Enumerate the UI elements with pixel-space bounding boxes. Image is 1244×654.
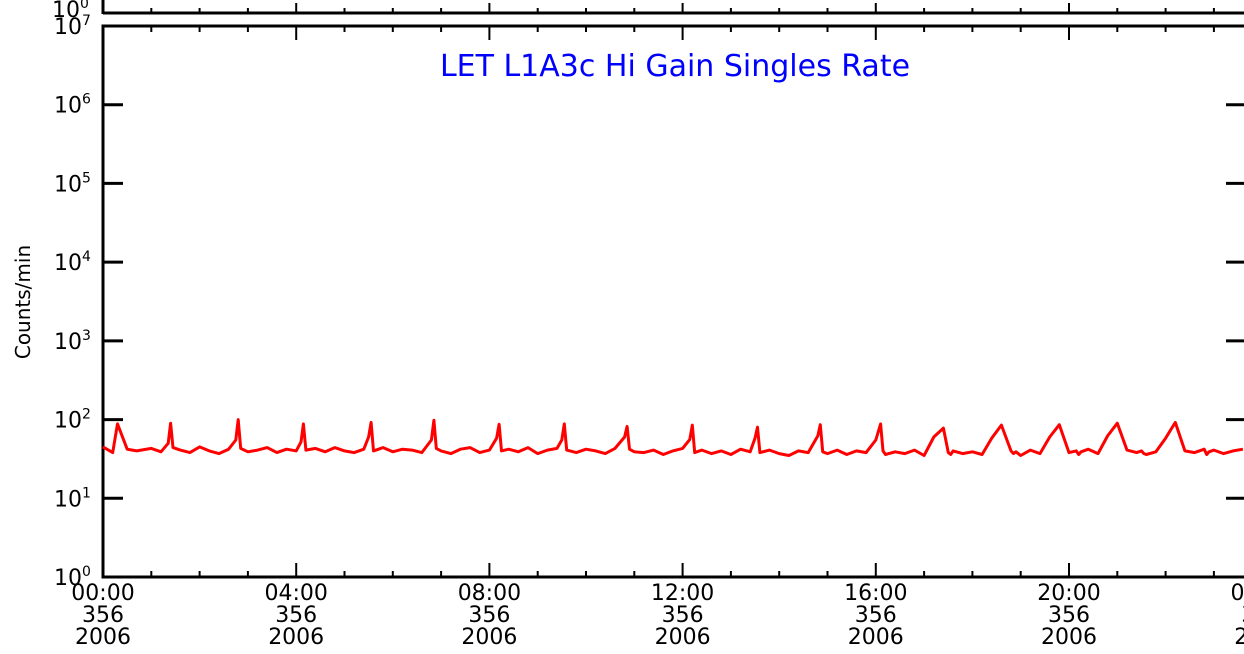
plot-frame [101, 24, 1244, 579]
x-tick-time-label: 00:00 [71, 581, 134, 606]
x-tick-year-label: 2006 [268, 625, 324, 650]
x-tick-doy-label: 356 [662, 603, 704, 628]
y-tick-label: 107 [54, 13, 91, 40]
y-tick-label: 102 [54, 407, 91, 434]
y-axis-ticks: 100 101 102 103 104 105 106 107 [54, 13, 1244, 591]
x-axis-ticks: 00:00356200604:00356200608:00356200612:0… [71, 26, 1244, 650]
x-tick-time-label: 16:00 [844, 581, 907, 606]
x-tick-time-label: 08:00 [458, 581, 521, 606]
upper-panel-tick-label: 100 [52, 0, 89, 23]
y-tick-label: 105 [54, 170, 91, 197]
x-tick-year-label: 2006 [461, 625, 517, 650]
x-tick-doy-label: 356 [1048, 603, 1090, 628]
series-line [102, 418, 1244, 457]
series-layer [102, 418, 1244, 457]
x-tick-year-label: 2006 [75, 625, 131, 650]
x-tick-doy-label: 357 [1241, 603, 1244, 628]
chart-title: LET L1A3c Hi Gain Singles Rate [440, 49, 910, 84]
x-tick-year-label: 2006 [1234, 625, 1244, 650]
x-tick-year-label: 2006 [655, 625, 711, 650]
x-tick-year-label: 2006 [848, 625, 904, 650]
upper-panel: 100 [52, 0, 1244, 23]
x-tick-doy-label: 356 [275, 603, 317, 628]
x-tick-doy-label: 356 [468, 603, 510, 628]
y-tick-label: 106 [54, 92, 91, 119]
x-tick-time-label: 12:00 [651, 581, 714, 606]
y-tick-label: 103 [54, 328, 91, 355]
y-tick-label: 100 [54, 564, 91, 591]
x-tick-time-label: 20:00 [1037, 581, 1100, 606]
x-tick-time-label: 04:00 [264, 581, 327, 606]
y-tick-label: 104 [54, 249, 91, 276]
y-axis-label: Counts/min [11, 245, 35, 359]
upper-panel-ticks [102, 3, 1215, 13]
y-tick-label: 101 [54, 485, 91, 512]
x-tick-time-label: 00:00 [1230, 581, 1244, 606]
x-tick-year-label: 2006 [1041, 625, 1097, 650]
x-tick-doy-label: 356 [855, 603, 897, 628]
x-tick-doy-label: 356 [82, 603, 124, 628]
